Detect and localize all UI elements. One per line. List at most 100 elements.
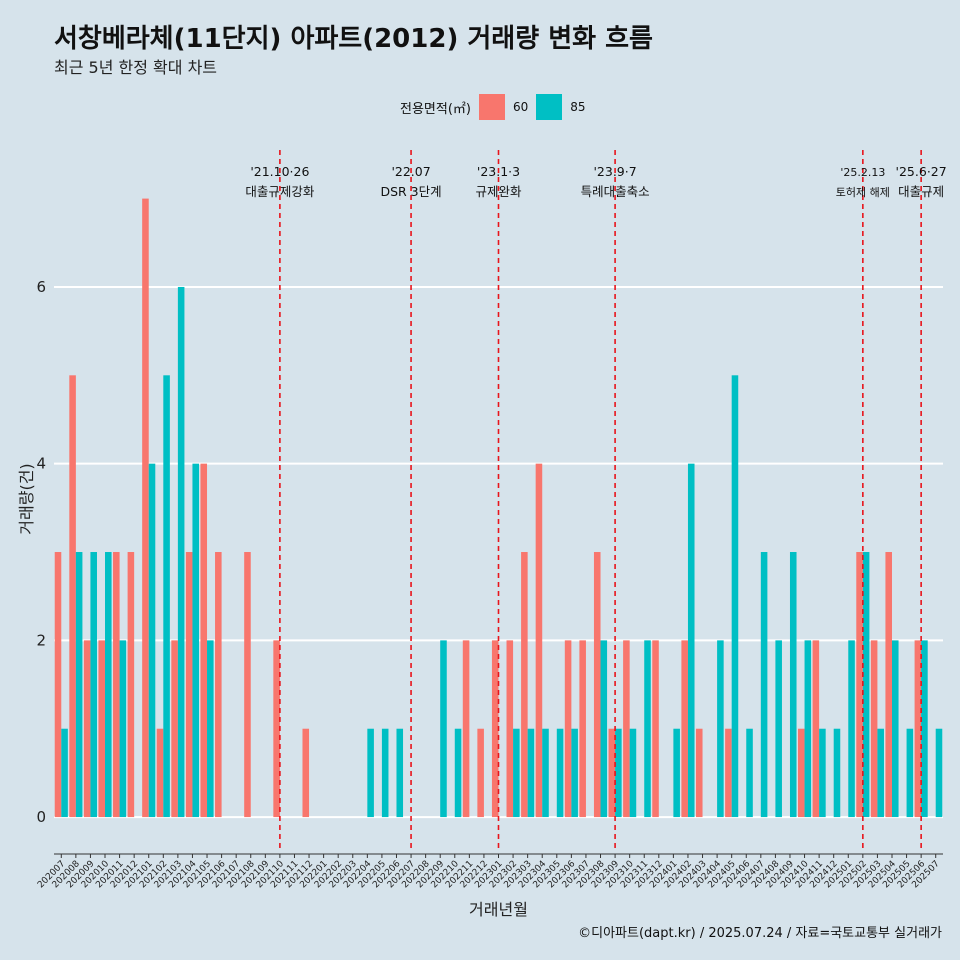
bar-60-202012 [127,552,135,818]
bar-85-202402 [687,463,695,818]
bar-85-202412 [833,728,841,818]
bar-85-202304 [542,728,549,818]
y-tick-label: 6 [36,278,46,296]
event-label: 대출규제강화 [245,184,315,199]
y-tick-label: 2 [36,631,46,649]
bar-60-202011 [113,552,120,818]
event-label: DSR 3단계 [380,184,441,199]
bar-85-202409 [789,552,797,818]
chart-subtitle: 최근 5년 한정 확대 차트 [54,58,218,77]
bar-85-202408 [775,640,782,818]
legend-label-60: 60 [512,100,529,114]
bar-85-202406 [746,728,753,818]
legend: 전용면적(㎡) 60 85 [400,94,594,120]
bar-60-202402 [681,640,688,818]
bar-85-202506 [921,640,928,818]
bar-60-202009 [83,640,91,818]
event-date: '23.9·7 [593,164,636,179]
event-date: '21.10·26 [250,164,309,179]
bar-60-202101 [142,198,149,818]
bar-85-202008 [75,552,83,818]
bar-85-202401 [673,728,680,818]
bar-60-202302 [506,640,514,818]
bar-85-202205 [381,728,389,818]
bar-60-202504 [885,552,892,818]
bar-60-202506 [914,640,922,818]
event-label: 대출규제 [898,184,944,199]
bar-60-202306 [564,640,572,818]
bar-60-202110 [273,640,280,818]
bar-85-202310 [629,728,637,818]
event-label: 특례대출축소 [581,184,650,199]
bar-85-202302 [513,728,520,818]
bar-85-202306 [571,728,578,818]
bar-60-202105 [200,463,208,818]
bar-60-202410 [797,728,805,818]
bar-60-202307 [579,640,586,818]
bar-85-202311 [644,640,651,818]
y-tick-label: 4 [36,455,46,473]
bar-85-202309 [615,728,622,818]
bar-60-202411 [812,640,820,818]
bar-60-202304 [535,463,543,818]
bar-60-202102 [156,728,164,818]
bar-85-202308 [600,640,608,818]
bar-60-202103 [171,640,178,818]
bar-60-202106 [215,552,222,818]
bar-60-202112 [302,728,310,818]
x-axis-title: 거래년월 [469,900,528,919]
bar-85-202303 [527,728,535,818]
bar-60-202108 [244,552,251,818]
bar-85-202011 [119,640,127,818]
event-label: 토허제 해제 [836,185,890,199]
event-date: '23.1·3 [477,164,520,179]
bar-85-202507 [935,728,943,818]
bar-60-202502 [856,552,863,818]
bar-60-202312 [652,640,659,818]
bar-85-202404 [717,640,724,818]
bar-85-202502 [862,552,870,818]
y-tick-label: 0 [36,808,46,826]
bar-85-202505 [906,728,914,818]
bar-60-202301 [491,640,499,818]
bar-85-202206 [396,728,404,818]
bar-85-202104 [192,463,200,818]
bar-85-202411 [819,728,826,818]
bar-60-202503 [870,640,878,818]
bar-60-202405 [725,728,732,818]
bar-60-202308 [593,552,601,818]
bar-85-202009 [90,552,97,818]
bar-85-202105 [207,640,214,818]
chart-title: 서창베라체(11단지) 아파트(2012) 거래량 변화 흐름 [54,24,653,54]
source-caption: ©디아파트(dapt.kr) / 2025.07.24 / 자료=국토교통부 실… [578,926,942,941]
bar-60-202008 [69,375,76,818]
bar-85-202503 [877,728,884,818]
bar-85-202210 [454,728,462,818]
bar-85-202010 [105,552,112,818]
event-date: '25.6·27 [896,164,947,179]
legend-key-60 [478,94,505,120]
bar-85-202204 [367,728,374,818]
bar-85-202102 [163,375,170,818]
bar-85-202209 [440,640,447,818]
bar-60-202303 [521,552,528,818]
legend-label-85: 85 [570,100,586,114]
bar-60-202309 [608,728,616,818]
legend-key-85 [536,94,563,120]
bar-85-202501 [848,640,855,818]
bar-85-202305 [556,728,564,818]
bar-85-202405 [731,375,739,818]
bar-60-202212 [477,728,484,818]
bar-85-202504 [891,640,899,818]
bar-60-202010 [98,640,106,818]
bar-60-202007 [54,552,62,818]
bar-85-202007 [61,728,68,818]
y-axis-title: 거래량(건) [17,463,36,534]
bar-85-202410 [804,640,812,818]
bar-60-202104 [185,552,193,818]
bar-85-202103 [177,286,185,818]
bar-85-202407 [760,552,768,818]
bar-60-202211 [462,640,470,818]
bar-60-202403 [695,728,703,818]
